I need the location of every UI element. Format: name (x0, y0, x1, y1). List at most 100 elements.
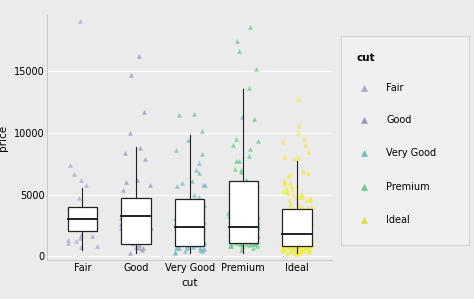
Point (252, 67, 259, 72)
Point (183, 245, 191, 250)
Point (180, 235, 187, 239)
Point (177, 213, 185, 218)
Point (293, 221, 301, 226)
Point (198, 223, 205, 228)
Point (184, 207, 192, 211)
Point (139, 239, 147, 244)
Point (287, 184, 295, 188)
Point (128, 234, 135, 238)
Point (232, 136, 239, 141)
Point (177, 222, 184, 227)
Point (280, 189, 287, 193)
Point (301, 218, 309, 223)
Point (129, 223, 137, 228)
Point (173, 184, 181, 188)
Point (189, 234, 197, 239)
Point (302, 206, 310, 211)
Point (195, 211, 203, 216)
Point (176, 202, 183, 206)
Point (291, 219, 299, 224)
Point (249, 236, 257, 241)
Point (302, 236, 310, 240)
Point (241, 202, 249, 207)
Point (183, 235, 191, 239)
Point (302, 237, 310, 242)
Point (299, 216, 306, 220)
Point (177, 235, 185, 240)
Point (246, 147, 254, 152)
Point (304, 209, 311, 214)
Point (140, 110, 148, 115)
Point (195, 228, 203, 233)
Point (301, 235, 309, 240)
Point (291, 157, 298, 162)
Point (178, 205, 186, 210)
Point (130, 210, 137, 214)
Point (127, 202, 134, 207)
Point (305, 223, 313, 228)
Point (305, 213, 313, 218)
Text: Premium: Premium (386, 181, 430, 192)
Point (296, 227, 303, 232)
Point (183, 242, 191, 247)
Point (184, 242, 192, 247)
Point (293, 222, 301, 227)
Point (128, 241, 136, 245)
Point (226, 214, 233, 219)
Point (303, 225, 310, 230)
Point (251, 211, 258, 216)
Point (136, 242, 143, 247)
Point (299, 227, 307, 232)
Point (304, 170, 311, 175)
Point (192, 240, 200, 245)
Point (246, 234, 254, 238)
Point (229, 233, 237, 238)
Point (245, 86, 253, 90)
Point (188, 240, 195, 245)
Point (234, 212, 242, 216)
Point (238, 115, 246, 119)
Point (288, 210, 296, 215)
Point (128, 233, 135, 238)
Point (297, 237, 305, 242)
Point (235, 159, 243, 164)
Point (292, 243, 300, 248)
Point (135, 53, 143, 58)
Point (303, 244, 311, 249)
Point (288, 243, 295, 248)
Point (232, 198, 239, 203)
Point (250, 235, 257, 239)
Point (292, 239, 299, 244)
Point (69, 220, 76, 225)
Point (239, 238, 247, 242)
Point (244, 224, 251, 229)
Point (171, 216, 179, 221)
Point (186, 221, 194, 225)
Point (199, 182, 206, 187)
Point (304, 150, 312, 155)
Point (235, 237, 242, 242)
Point (285, 225, 293, 230)
Text: Good: Good (386, 115, 411, 125)
Point (292, 195, 300, 200)
Point (296, 229, 304, 234)
Point (294, 96, 301, 101)
Point (295, 249, 302, 254)
Point (294, 251, 302, 256)
Point (241, 221, 249, 226)
Point (231, 166, 238, 171)
Point (238, 244, 246, 249)
Point (296, 245, 303, 250)
Point (244, 197, 251, 202)
Point (233, 39, 240, 43)
Point (198, 129, 205, 133)
Point (228, 233, 235, 237)
Point (172, 250, 179, 255)
Point (361, 117, 368, 122)
Point (298, 248, 305, 252)
Point (176, 238, 183, 242)
Point (287, 181, 294, 186)
Point (308, 211, 315, 216)
Point (302, 220, 310, 225)
Point (189, 241, 197, 246)
